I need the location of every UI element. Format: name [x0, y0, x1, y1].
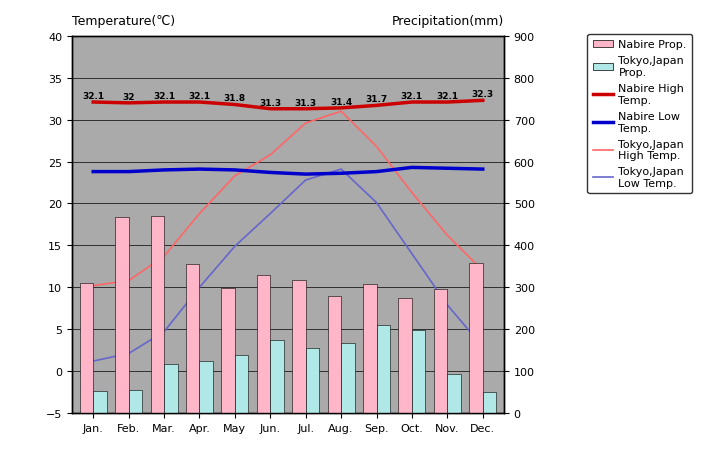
Bar	[398, 298, 412, 413]
Text: 32.1: 32.1	[401, 92, 423, 101]
Bar	[341, 343, 354, 413]
Text: 32.1: 32.1	[153, 92, 175, 101]
Bar	[235, 355, 248, 413]
Bar	[150, 217, 164, 413]
Text: Precipitation(mm): Precipitation(mm)	[392, 15, 504, 28]
Bar	[363, 284, 377, 413]
Bar	[129, 390, 142, 413]
Bar	[469, 263, 482, 413]
Text: 31.8: 31.8	[224, 94, 246, 103]
Text: 31.4: 31.4	[330, 98, 352, 106]
Text: 32.3: 32.3	[472, 90, 494, 99]
Text: 31.7: 31.7	[365, 95, 387, 104]
Bar	[94, 392, 107, 413]
Bar	[199, 361, 213, 413]
Text: 32.1: 32.1	[82, 92, 104, 101]
Bar	[377, 325, 390, 413]
Text: 32.1: 32.1	[189, 92, 210, 101]
Bar	[115, 218, 129, 413]
Bar	[257, 275, 270, 413]
Bar	[306, 349, 319, 413]
Text: Temperature(℃): Temperature(℃)	[72, 15, 175, 28]
Bar	[447, 374, 461, 413]
Bar	[222, 288, 235, 413]
Bar	[164, 364, 178, 413]
Bar	[80, 284, 94, 413]
Bar	[412, 331, 426, 413]
Bar	[328, 296, 341, 413]
Text: 32: 32	[122, 93, 135, 101]
Text: 32.1: 32.1	[436, 92, 459, 101]
Bar	[434, 290, 447, 413]
Text: 31.3: 31.3	[294, 98, 317, 107]
Legend: Nabire Prop., Tokyo,Japan
Prop., Nabire High
Temp., Nabire Low
Temp., Tokyo,Japa: Nabire Prop., Tokyo,Japan Prop., Nabire …	[588, 35, 693, 194]
Bar	[186, 265, 199, 413]
Text: 31.3: 31.3	[259, 98, 282, 107]
Bar	[292, 280, 306, 413]
Bar	[482, 392, 496, 413]
Bar	[270, 340, 284, 413]
